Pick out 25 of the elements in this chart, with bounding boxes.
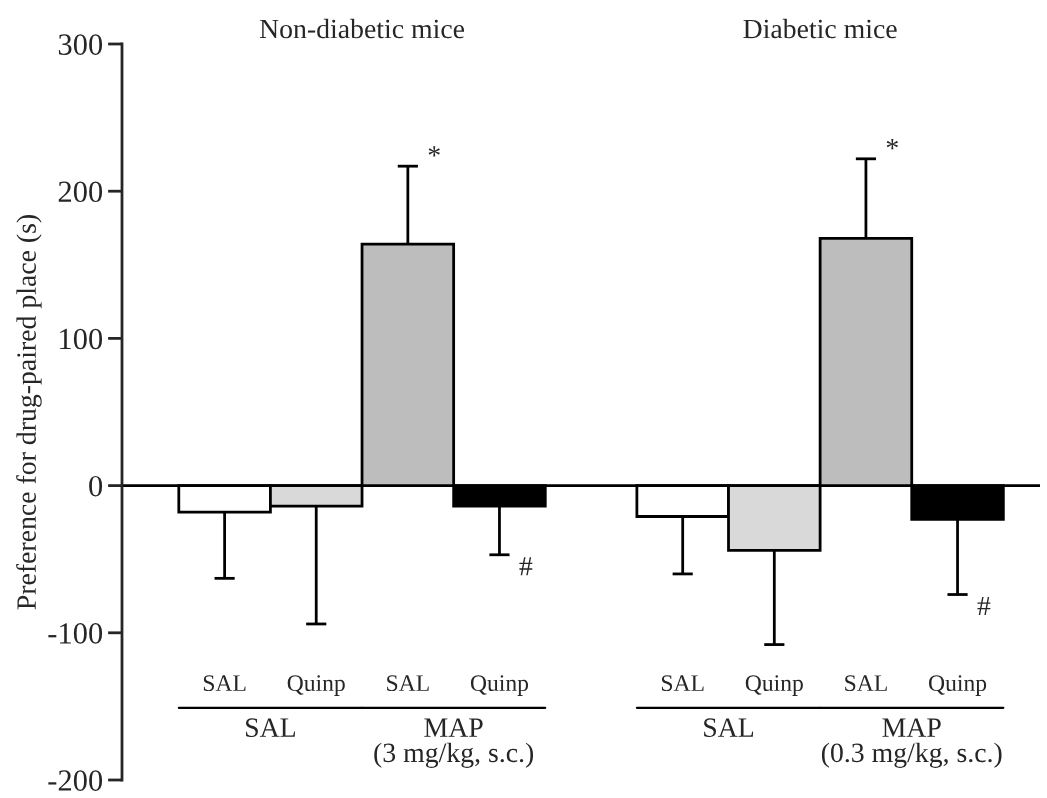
annotation: MAP (3 mg/kg, s.c.): [374, 718, 534, 768]
x-tick-label: Quinp: [929, 675, 987, 696]
annotation: #: [977, 596, 991, 616]
text: Non-diabetic mice: [259, 18, 465, 39]
x-tick-label: SAL: [203, 675, 246, 692]
annotation: *: [886, 138, 898, 150]
x-tick-label: SAL: [661, 675, 704, 692]
annotation: MAP (0.3 mg/kg, s.c.): [821, 718, 1002, 768]
x-tick-label: SAL: [845, 675, 887, 692]
annotation: #: [519, 557, 533, 576]
x-tick-label: Quinp: [470, 675, 529, 696]
annotation: *: [428, 146, 440, 157]
y-tick-label: 100: [60, 328, 103, 350]
y-axis-title: Preference for drug-paired place (s): [16, 215, 42, 610]
x-tick-label: SAL: [387, 675, 429, 692]
y-tick-label: 200: [58, 181, 103, 203]
y-tick-label: 300: [58, 34, 103, 55]
x-tick-label: Quinp: [745, 675, 803, 696]
y-tick-label: -100: [48, 623, 103, 644]
text: Diabetic mice: [743, 18, 897, 39]
annotation: SAL: [704, 718, 754, 737]
annotation: SAL: [246, 718, 295, 737]
y-tick-label: -200: [48, 770, 103, 791]
y-tick-label: 0: [89, 475, 103, 497]
x-tick-label: Quinp: [287, 675, 345, 696]
